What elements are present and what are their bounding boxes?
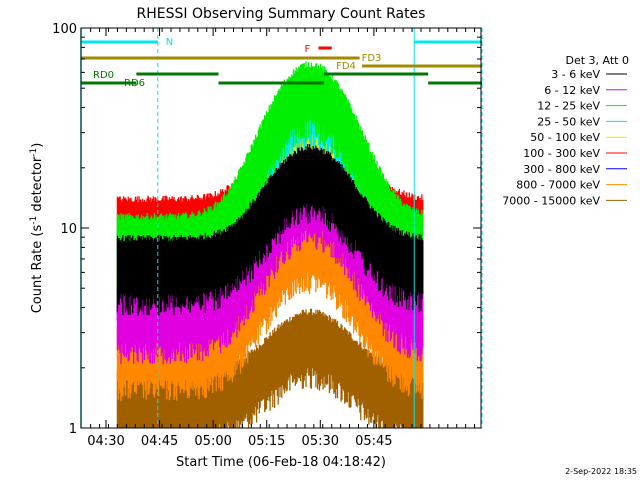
rd0-label: RD0: [93, 70, 114, 81]
y-axis-label-part1: Count Rate (s: [30, 225, 45, 314]
chart-title: RHESSI Observing Summary Count Rates: [137, 6, 426, 22]
flare-marker-label: F: [305, 44, 311, 55]
legend-label: 800 - 7000 keV: [516, 179, 600, 192]
night-marker-label: N: [166, 37, 173, 48]
x-tick-label: 05:30: [302, 434, 339, 449]
legend: 3 - 6 keV 6 - 12 keV 12 - 25 keV 25 - 50 ke…: [502, 68, 627, 207]
y-axis-label-part3: ): [30, 143, 45, 148]
series-7000-15000-kev-trace: [116, 308, 424, 428]
x-axis-ticks: 04:30 04:45 05:00 05:15 05:30 05:45: [87, 28, 476, 449]
x-tick-label: 04:45: [141, 434, 178, 449]
plot-data-layer: [116, 61, 424, 428]
legend-label: 12 - 25 keV: [537, 100, 600, 113]
legend-label: 3 - 6 keV: [551, 68, 600, 81]
legend-label: 7000 - 15000 keV: [502, 194, 600, 207]
y-axis-label-part2: detector: [30, 156, 45, 216]
rd6-label: RD6: [124, 78, 145, 89]
y-tick-label: 1: [69, 422, 77, 437]
y-axis-label-sup2: -1: [29, 148, 39, 157]
fd4-label: FD4: [336, 61, 356, 72]
legend-label: 6 - 12 keV: [544, 84, 600, 97]
y-axis-label: Count Rate (s-1 detector-1): [29, 143, 45, 314]
footer-date: 2-Sep-2022 18:35: [565, 467, 637, 476]
x-tick-label: 05:45: [355, 434, 392, 449]
annotation-overlay-layer: N F FD3 FD4 RD0 RD6: [80, 28, 483, 428]
fd3-label: FD3: [362, 53, 382, 64]
legend-label: 25 - 50 keV: [537, 115, 600, 128]
y-tick-label: 100: [52, 22, 77, 37]
x-tick-label: 04:30: [87, 434, 124, 449]
legend-label: 50 - 100 keV: [530, 131, 600, 144]
y-tick-label: 10: [60, 222, 77, 237]
x-tick-label: 05:00: [194, 434, 231, 449]
x-tick-label: 05:15: [248, 434, 285, 449]
y-axis-ticks: 1 10 100: [52, 22, 481, 437]
legend-label: 100 - 300 keV: [523, 147, 600, 160]
legend-title: Det 3, Att 0: [566, 54, 630, 67]
y-axis-label-sup1: -1: [29, 216, 39, 225]
x-axis-label: Start Time (06-Feb-18 04:18:42): [176, 455, 386, 470]
series-3-6-kev-trace: [116, 144, 424, 316]
legend-label: 300 - 800 keV: [523, 163, 600, 176]
